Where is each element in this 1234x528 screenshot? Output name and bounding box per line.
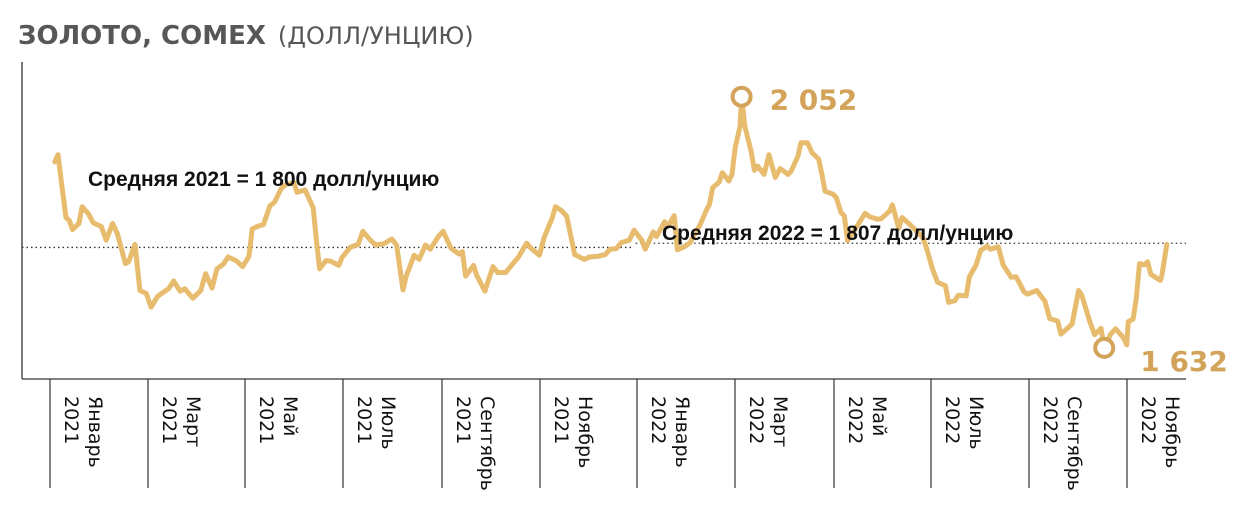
x-tick-year: 2021 xyxy=(158,396,180,444)
annotations: 2 052 1 632 xyxy=(730,84,1228,378)
x-tick-month: Сентябрь xyxy=(476,396,498,491)
x-tick-month: Июль xyxy=(377,396,399,450)
average-label-2: Средняя 2022 = 1 807 долл/унцию xyxy=(662,222,1013,245)
min-marker xyxy=(1093,336,1116,359)
min-label: 1 632 xyxy=(1140,345,1228,378)
x-tick-month: Сентябрь xyxy=(1063,396,1085,491)
x-tick-month: Ноябрь xyxy=(574,396,596,468)
chart-title: ЗОЛОТО, COMEX (ДОЛЛ/УНЦИЮ) xyxy=(18,21,474,51)
x-tick-month: Март xyxy=(182,396,204,447)
x-tick-month: Январь xyxy=(84,396,106,468)
average-labels: Средняя 2021 = 1 800 долл/унцию Средняя 2… xyxy=(88,168,1013,245)
x-tick-year: 2021 xyxy=(255,396,277,444)
series-line-gold xyxy=(52,94,1170,351)
x-tick-month: Май xyxy=(868,396,890,436)
x-tick-month: Ноябрь xyxy=(1161,396,1183,468)
average-label-1: Средняя 2021 = 1 800 долл/унцию xyxy=(88,168,439,191)
x-tick-year: 2021 xyxy=(353,396,375,444)
x-tick-year: 2021 xyxy=(60,396,82,444)
average-lines xyxy=(22,242,1186,249)
x-tick-month: Март xyxy=(769,396,791,447)
x-tick-year: 2021 xyxy=(452,396,474,444)
x-tick-year: 2022 xyxy=(647,396,669,444)
x-tick-year: 2022 xyxy=(1039,396,1061,444)
x-tick-month: Июль xyxy=(965,396,987,450)
x-tick-month: Май xyxy=(279,396,301,436)
x-tick-year: 2022 xyxy=(844,396,866,444)
x-tick-year: 2022 xyxy=(1137,396,1159,444)
x-tick-year: 2021 xyxy=(550,396,572,444)
title-unit: (ДОЛЛ/УНЦИЮ) xyxy=(278,22,474,50)
max-marker xyxy=(730,85,753,108)
x-tick-year: 2022 xyxy=(941,396,963,444)
title-main: ЗОЛОТО, COMEX xyxy=(18,21,266,51)
x-tick-year: 2022 xyxy=(745,396,767,444)
max-label: 2 052 xyxy=(770,84,858,117)
x-tick-month: Январь xyxy=(671,396,693,468)
